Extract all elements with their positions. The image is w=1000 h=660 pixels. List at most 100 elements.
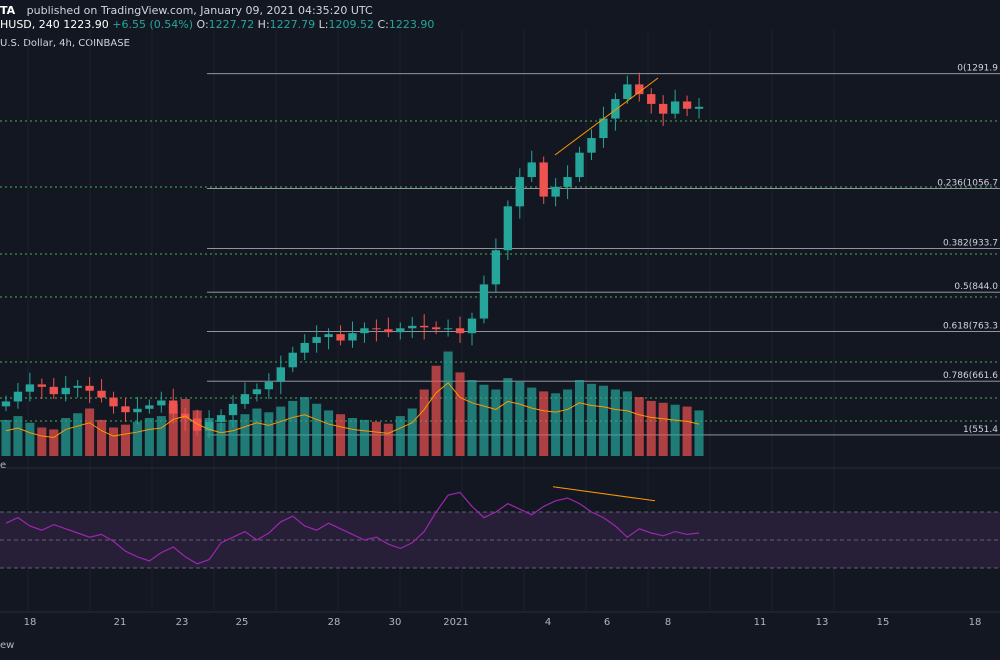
candle-body <box>479 284 489 319</box>
volume-bar <box>658 402 668 456</box>
volume-bar <box>156 416 166 456</box>
fib-label: 1(551.4 <box>963 425 998 435</box>
candle-body <box>491 250 501 285</box>
volume-bar <box>443 351 453 456</box>
candle-body <box>408 325 417 329</box>
volume-bar <box>563 389 573 456</box>
volume-bar <box>144 418 154 456</box>
candle-body <box>527 162 536 178</box>
candle-body <box>109 397 118 407</box>
volume-bar <box>132 421 142 456</box>
x-tick-label: 30 <box>389 617 402 628</box>
volume-bar <box>646 400 656 456</box>
ohlc-low: 1209.52 <box>328 18 375 31</box>
volume-bar <box>395 416 405 456</box>
candle-body <box>563 177 572 187</box>
candles <box>1 72 704 439</box>
volume-bar <box>694 410 704 456</box>
volume-bar <box>216 422 226 456</box>
candle-body <box>611 99 620 119</box>
ohlc-high: 1227.79 <box>269 18 316 31</box>
volume-bar <box>455 372 465 456</box>
ohlc-open: 1227.72 <box>208 18 255 31</box>
chart-subtitle: U.S. Dollar, 4h, COINBASE <box>0 38 130 49</box>
candle-body <box>539 162 548 197</box>
fib-label: 0.5(844.0 <box>954 282 998 292</box>
candle-body <box>288 352 297 368</box>
candle-body <box>312 337 321 343</box>
publish-info: published on TradingView.com, January 09… <box>26 4 373 17</box>
candle-body <box>647 94 656 104</box>
volume-bar <box>312 403 322 456</box>
x-tick-label: 8 <box>665 617 671 628</box>
candle-body <box>336 334 345 341</box>
volume-bar <box>527 387 537 456</box>
x-tick-label: 4 <box>545 617 551 628</box>
candle-body <box>694 106 704 109</box>
candle-body <box>1 401 11 407</box>
volume-bar <box>622 391 632 456</box>
candle-body <box>204 421 214 431</box>
volume-bar <box>73 413 83 456</box>
candle-body <box>192 418 202 431</box>
volume-bar <box>1 419 11 456</box>
x-tick-label: 2021 <box>443 617 468 628</box>
ohlc-high-label: H: <box>257 18 270 31</box>
volume-bar <box>551 393 561 456</box>
symbol-name: HUSD, 240 <box>0 18 60 31</box>
candle-body <box>276 367 285 382</box>
candle-body <box>420 325 429 328</box>
volume-bar <box>586 383 597 456</box>
volume-bar <box>25 422 35 456</box>
volume-bar <box>479 384 489 456</box>
candle-body <box>455 328 465 334</box>
rsi-divergence-line <box>552 486 656 502</box>
volume-bar <box>276 406 286 456</box>
footer-text: ew <box>0 640 15 651</box>
volume-bar <box>359 419 369 456</box>
volume-bar <box>467 380 477 456</box>
x-tick-label: 25 <box>236 617 249 628</box>
x-tick-label: 18 <box>969 617 982 628</box>
candle-body <box>467 318 477 334</box>
volume-bar <box>539 391 549 456</box>
volume-bar <box>574 380 585 456</box>
candle-body <box>49 386 58 395</box>
volume-bar <box>13 416 23 456</box>
fib-label: 0.618(763.3 <box>943 322 998 332</box>
candle-body <box>25 384 35 392</box>
candle-body <box>515 177 524 207</box>
volume-bar <box>252 408 262 456</box>
volume-bar <box>610 389 620 456</box>
volume-ma-line <box>5 382 700 438</box>
symbol-bar: HUSD, 240 1223.90 +6.55 (0.54%) O:1227.7… <box>0 14 1000 36</box>
volume-bar <box>371 421 381 456</box>
candle-body <box>384 329 393 333</box>
candle-body <box>682 101 692 109</box>
volume-bar <box>37 427 47 456</box>
rsi-panel <box>0 467 1000 569</box>
candle-body <box>324 334 333 338</box>
fib-label: 0(1291.9 <box>957 64 998 74</box>
candle-body <box>97 390 106 398</box>
candle-body <box>503 206 513 251</box>
ohlc-open-label: O: <box>196 18 209 31</box>
candle-body <box>157 400 166 406</box>
volume-bar <box>598 385 608 456</box>
ohlc-low-label: L: <box>318 18 329 31</box>
volume-bar <box>264 412 274 456</box>
candle-body <box>372 328 381 330</box>
candle-body <box>587 138 596 153</box>
volume-bar <box>491 389 501 456</box>
candle-body <box>240 394 250 404</box>
volume-bar <box>347 418 358 456</box>
volume-bar <box>431 365 441 456</box>
volume-bar <box>240 414 250 456</box>
volume-bar <box>336 414 346 456</box>
rsi-line <box>5 491 700 565</box>
x-tick-label: 28 <box>328 617 341 628</box>
candle-body <box>348 333 357 341</box>
candle-body <box>658 103 668 114</box>
last-price: 1223.90 <box>63 18 109 31</box>
